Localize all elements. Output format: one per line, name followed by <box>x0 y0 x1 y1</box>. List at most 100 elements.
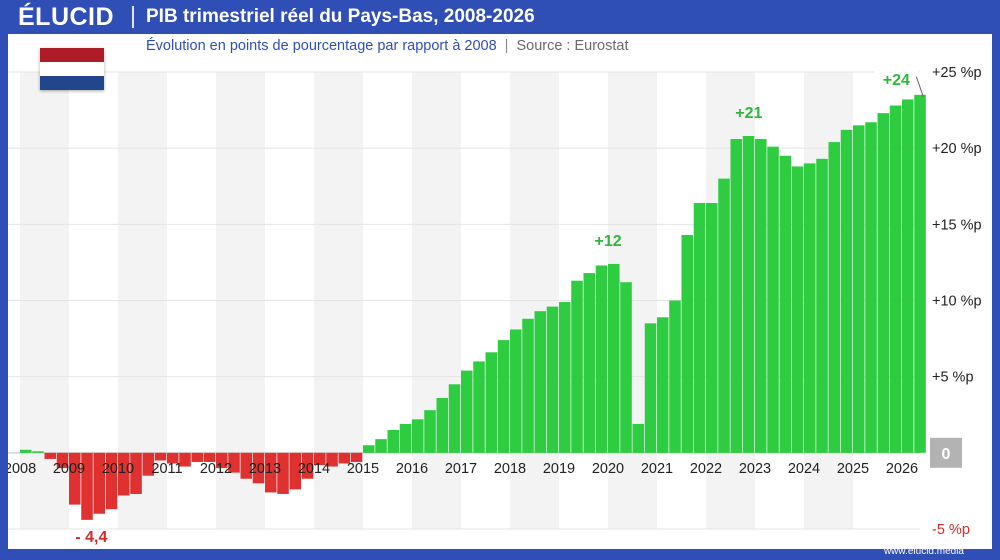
bar <box>130 452 142 494</box>
bar <box>865 122 877 453</box>
x-tick-label: 2026 <box>886 461 918 477</box>
bar <box>767 146 779 453</box>
bar <box>240 452 253 479</box>
subtitle: Évolution en points de pourcentage par r… <box>146 38 497 54</box>
x-tick-label: 2022 <box>690 461 722 477</box>
y-tick-label: +5 %p <box>932 370 974 386</box>
bar <box>914 94 926 453</box>
x-tick-label: 2012 <box>200 461 232 477</box>
x-tick-label: 2015 <box>347 461 379 477</box>
x-tick-label: 2020 <box>592 461 624 477</box>
x-tick-label: 2018 <box>494 461 526 477</box>
bar <box>338 452 351 464</box>
bar <box>118 452 130 496</box>
y-tick-label: +20 %p <box>932 141 982 157</box>
bar <box>326 452 338 467</box>
elucid-logo[interactable]: ÉLUCID <box>18 3 115 31</box>
bar <box>828 142 841 453</box>
subtitle-separator: | <box>504 38 509 54</box>
bar <box>706 203 718 453</box>
source-label: Source : Eurostat <box>516 38 629 54</box>
zero-badge <box>930 437 962 468</box>
netherlands-flag-icon <box>40 48 104 90</box>
x-tick-label: 2014 <box>298 461 330 477</box>
x-tick-label: 2024 <box>788 461 820 477</box>
x-tick-label: 2010 <box>102 461 134 477</box>
bar <box>203 452 216 462</box>
x-tick-label: 2011 <box>151 461 182 477</box>
flag-stripe-blue <box>40 76 104 90</box>
bar <box>632 423 645 453</box>
bar <box>228 452 240 473</box>
y-tick-label: +10 %p <box>932 294 982 310</box>
annotation-label: +24 <box>883 72 910 89</box>
bar <box>436 397 449 453</box>
bar <box>387 429 400 453</box>
y-tick-label: +25 %p <box>932 65 982 81</box>
x-tick-label: 2009 <box>53 461 85 477</box>
bar <box>44 452 57 459</box>
bar <box>399 423 412 453</box>
bar <box>301 452 314 479</box>
bar <box>791 166 804 453</box>
x-tick-label: 2008 <box>8 461 36 477</box>
bar <box>252 452 265 484</box>
bar <box>804 163 816 453</box>
bar <box>265 452 277 493</box>
bar <box>755 139 767 453</box>
x-tick-label: 2019 <box>543 461 575 477</box>
bar <box>840 129 853 453</box>
x-tick-label: 2016 <box>396 461 428 477</box>
subtitle-line: Évolution en points de pourcentage par r… <box>146 38 628 54</box>
x-tick-labels: 2008 2009 2010 2011 2012 2013 2014 2015 2016 2017… <box>8 461 918 477</box>
bar <box>191 452 204 462</box>
bar <box>289 452 302 490</box>
bar <box>779 155 792 453</box>
annotation-label: +12 <box>595 233 622 250</box>
bar <box>473 361 485 453</box>
annotation-label: - 4,4 <box>75 529 107 546</box>
y-tick-label: +15 %p <box>932 217 982 233</box>
bar <box>657 317 669 453</box>
bar <box>314 452 326 466</box>
bar <box>583 273 596 453</box>
bar <box>81 452 93 520</box>
bar <box>816 158 828 453</box>
bar <box>375 439 387 453</box>
bar <box>877 113 890 453</box>
bar <box>608 263 620 453</box>
bar <box>424 410 436 453</box>
footer-url[interactable]: www.elucid.media <box>883 546 964 557</box>
bar <box>693 203 706 453</box>
bar <box>889 105 902 453</box>
x-tick-label: 2017 <box>445 461 477 477</box>
bar <box>20 449 32 453</box>
y-tick-label: 0 <box>942 446 951 463</box>
bar <box>669 300 681 453</box>
bar <box>167 452 179 464</box>
bar <box>681 235 694 453</box>
bar <box>363 445 375 453</box>
bar <box>559 302 571 453</box>
bar <box>485 352 498 453</box>
annotation-label: +21 <box>735 105 762 122</box>
x-tick-label: 2023 <box>739 461 771 477</box>
gdp-bar-chart: 2008 2009 2010 2011 2012 2013 2014 2015 2016 2017… <box>8 65 982 546</box>
annotation-bg <box>874 67 919 90</box>
bar <box>93 452 106 514</box>
page-title: PIB trimestriel réel du Pays-Bas, 2008-2… <box>146 6 535 27</box>
bar <box>412 419 424 453</box>
bar <box>902 99 914 453</box>
bars <box>20 94 926 520</box>
logo-separator <box>132 6 134 28</box>
chart-frame: 2008 2009 2010 2011 2012 2013 2014 2015 2016 2017… <box>8 0 992 549</box>
bar <box>497 340 510 453</box>
bar <box>216 452 228 469</box>
annotations: - 4,4 +12 +21 +24 <box>75 67 924 546</box>
bar <box>154 452 167 461</box>
bar <box>277 452 289 494</box>
bar <box>534 311 547 453</box>
bar <box>105 452 118 510</box>
bar <box>644 323 657 453</box>
bar <box>69 452 81 505</box>
